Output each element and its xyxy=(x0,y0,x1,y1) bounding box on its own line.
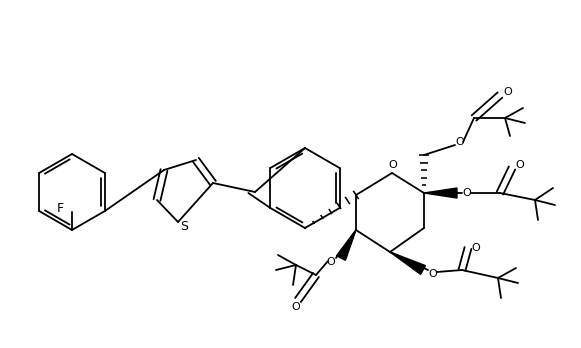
Text: S: S xyxy=(180,221,188,234)
Text: O: O xyxy=(515,160,525,170)
Text: O: O xyxy=(429,269,437,279)
Text: O: O xyxy=(504,87,512,97)
Polygon shape xyxy=(336,230,356,260)
Polygon shape xyxy=(390,252,425,274)
Text: O: O xyxy=(389,160,397,170)
Polygon shape xyxy=(424,188,457,198)
Text: F: F xyxy=(57,201,64,214)
Text: O: O xyxy=(327,257,335,267)
Text: O: O xyxy=(456,137,464,147)
Text: O: O xyxy=(472,243,480,253)
Text: O: O xyxy=(292,302,300,312)
Text: O: O xyxy=(462,188,471,198)
